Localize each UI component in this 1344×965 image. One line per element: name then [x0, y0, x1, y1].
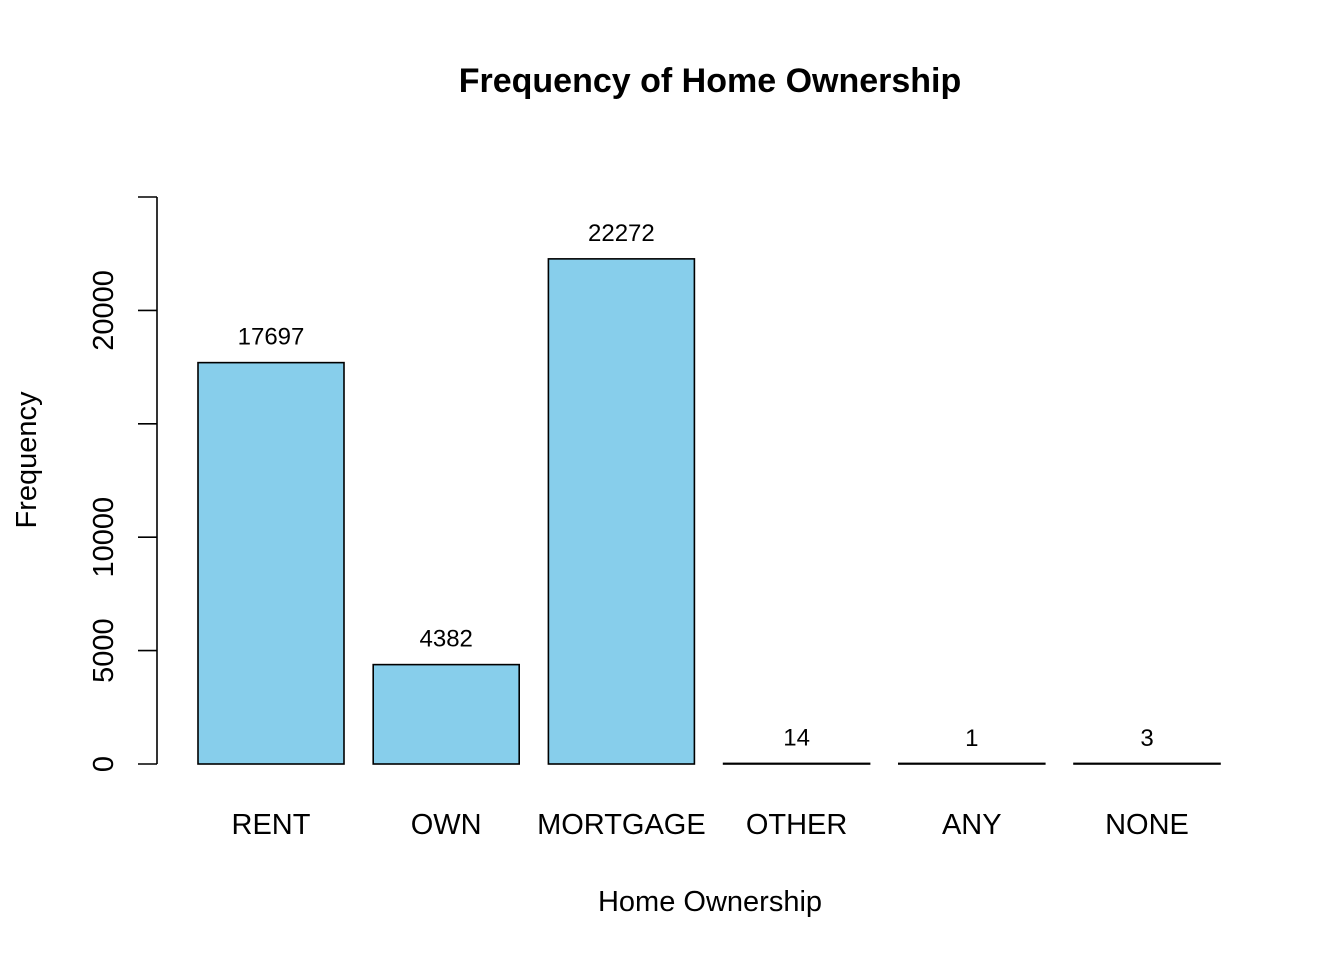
category-label-mortgage: MORTGAGE	[537, 809, 706, 841]
category-label-rent: RENT	[232, 809, 311, 841]
y-tick-label: 20000	[88, 270, 120, 351]
bar-none	[1073, 762, 1221, 765]
data-labels-group: 17697 4382 22272 14 1 3	[238, 220, 1154, 752]
category-labels-group: RENT OWN MORTGAGE OTHER ANY NONE	[232, 809, 1189, 841]
y-tick-label: 5000	[88, 618, 120, 683]
bar-other	[722, 762, 871, 765]
data-label-none: 3	[1140, 725, 1153, 752]
bars-group	[197, 258, 1221, 765]
category-label-other: OTHER	[746, 809, 848, 841]
data-label-other: 14	[783, 725, 810, 752]
bar-rent	[197, 361, 345, 765]
bar-own	[372, 663, 521, 765]
y-axis-title: Frequency	[11, 391, 43, 529]
bar-mortgage	[547, 258, 696, 765]
y-tick-label: 0	[88, 756, 120, 772]
category-label-any: ANY	[942, 809, 1002, 841]
category-label-none: NONE	[1105, 809, 1189, 841]
y-axis-ticks: 0 5000 10000 20000	[88, 196, 157, 772]
data-label-any: 1	[965, 725, 978, 752]
y-tick-label: 10000	[88, 497, 120, 578]
x-axis-title: Home Ownership	[598, 886, 822, 918]
category-label-own: OWN	[411, 809, 482, 841]
data-label-own: 4382	[420, 626, 473, 653]
data-label-mortgage: 22272	[588, 220, 655, 247]
data-label-rent: 17697	[238, 324, 305, 351]
bar-any	[897, 762, 1046, 765]
chart-title: Frequency of Home Ownership	[459, 62, 962, 100]
